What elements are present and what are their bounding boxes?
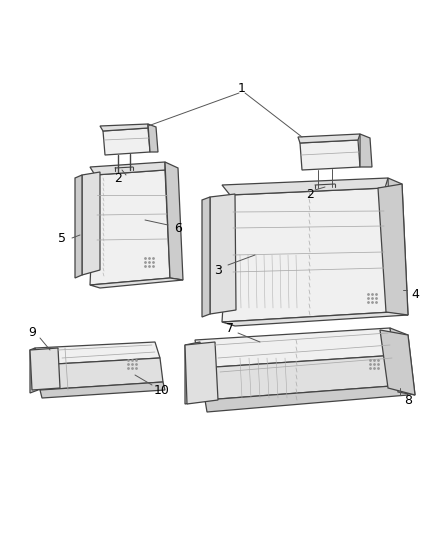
Text: 8: 8 — [404, 393, 412, 407]
Text: 2: 2 — [306, 189, 314, 201]
Polygon shape — [360, 134, 372, 167]
Polygon shape — [195, 328, 398, 368]
Polygon shape — [40, 382, 165, 398]
Polygon shape — [103, 128, 150, 155]
Text: 4: 4 — [411, 288, 419, 302]
Polygon shape — [90, 278, 183, 288]
Polygon shape — [222, 178, 388, 195]
Polygon shape — [100, 124, 148, 131]
Text: 7: 7 — [226, 321, 234, 335]
Polygon shape — [205, 385, 408, 412]
Polygon shape — [298, 134, 360, 143]
Polygon shape — [300, 140, 360, 170]
Polygon shape — [30, 348, 38, 393]
Text: 10: 10 — [154, 384, 170, 397]
Text: 3: 3 — [214, 263, 222, 277]
Text: 2: 2 — [114, 172, 122, 184]
Polygon shape — [222, 188, 392, 322]
Text: 5: 5 — [58, 231, 66, 245]
Polygon shape — [90, 170, 170, 285]
Polygon shape — [35, 342, 160, 365]
Polygon shape — [165, 162, 183, 280]
Polygon shape — [388, 178, 408, 315]
Polygon shape — [148, 124, 158, 152]
Polygon shape — [222, 312, 408, 326]
Polygon shape — [378, 184, 408, 315]
Polygon shape — [380, 330, 415, 395]
Polygon shape — [82, 172, 100, 275]
Polygon shape — [185, 342, 205, 404]
Polygon shape — [202, 197, 210, 317]
Polygon shape — [30, 348, 60, 390]
Polygon shape — [75, 175, 82, 278]
Polygon shape — [38, 358, 163, 390]
Polygon shape — [210, 194, 236, 314]
Text: 9: 9 — [28, 327, 36, 340]
Polygon shape — [200, 355, 405, 400]
Polygon shape — [185, 342, 218, 404]
Polygon shape — [390, 328, 415, 395]
Polygon shape — [90, 162, 165, 175]
Text: 6: 6 — [174, 222, 182, 235]
Text: 1: 1 — [238, 82, 246, 94]
